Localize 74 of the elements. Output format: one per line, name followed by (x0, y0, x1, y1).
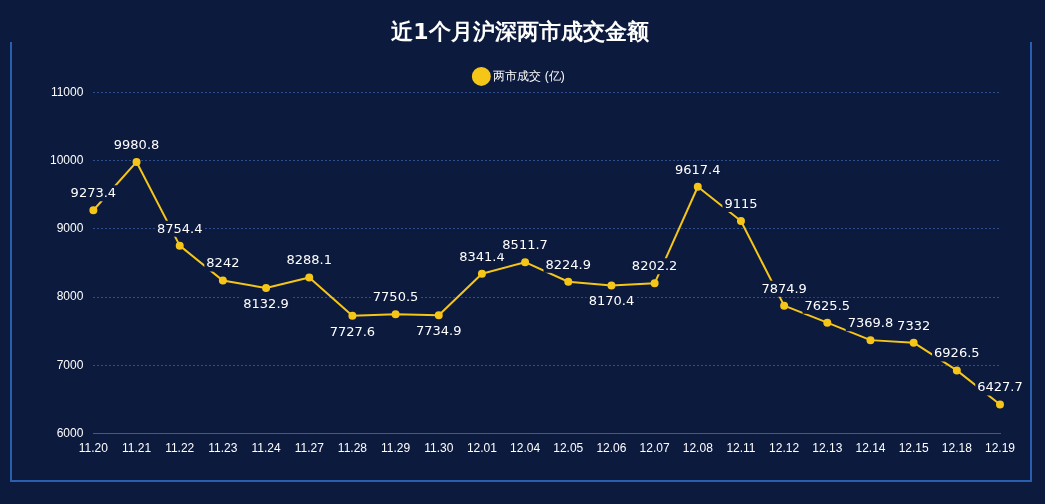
point (650, 279, 659, 288)
legend-label: 两市成交 (亿) (493, 68, 565, 83)
point (693, 182, 702, 191)
x-tick-label: 12.14 (855, 441, 886, 456)
point (521, 258, 530, 267)
x-tick-label: 11.24 (251, 441, 281, 456)
data-label: 6926.5 (934, 345, 980, 361)
y-tick-label: 9000 (56, 221, 84, 236)
point (909, 338, 918, 347)
data-label: 8341.4 (459, 248, 505, 264)
point (175, 241, 184, 250)
point (952, 366, 961, 375)
x-tick-label: 12.05 (553, 441, 584, 456)
data-label: 9980.8 (113, 136, 160, 152)
data-label: 7625.5 (804, 297, 851, 313)
point (348, 311, 357, 320)
x-tick-label: 12.12 (769, 441, 800, 456)
x-tick-label: 11.28 (337, 441, 368, 456)
point (434, 311, 443, 320)
y-tick-label: 8000 (56, 289, 84, 304)
point (89, 206, 98, 215)
x-tick-label: 11.22 (165, 441, 195, 456)
y-tick-label: 11000 (50, 84, 84, 99)
x-tick-label: 12.07 (639, 441, 670, 456)
x-tick-label: 12.11 (726, 441, 756, 456)
x-tick-label: 12.06 (596, 441, 627, 456)
point (218, 276, 227, 285)
x-tick-label: 11.20 (78, 441, 109, 456)
data-label: 7734.9 (416, 323, 462, 339)
x-tick-label: 12.01 (466, 441, 498, 456)
point (866, 336, 875, 345)
x-tick-label: 12.04 (510, 441, 541, 456)
point (780, 301, 789, 310)
y-tick-label: 7000 (56, 357, 84, 372)
data-label: 9617.4 (675, 161, 721, 177)
data-label: 7369.8 (847, 315, 894, 330)
data-label: 9273.4 (70, 185, 117, 201)
point (305, 273, 314, 282)
x-tick-label: 12.08 (682, 441, 714, 456)
point (262, 284, 271, 293)
x-tick-label: 12.18 (941, 441, 973, 456)
point (736, 217, 745, 226)
point (391, 310, 400, 319)
y-tick-label: 10000 (49, 152, 84, 167)
data-label: 7874.9 (761, 280, 807, 296)
data-label: 7332 (897, 317, 931, 333)
y-tick-label: 6000 (56, 425, 84, 440)
data-label: 8288.1 (286, 252, 332, 268)
data-label: 8242 (206, 255, 240, 271)
point (996, 400, 1004, 409)
data-label: 8132.9 (243, 295, 289, 311)
data-label: 9115 (724, 195, 758, 211)
data-label: 8754.4 (156, 220, 203, 236)
data-label: 7727.6 (329, 323, 376, 339)
x-tick-label: 11.27 (294, 441, 325, 456)
data-label: 8511.7 (502, 237, 548, 253)
x-tick-label: 11.21 (121, 441, 152, 456)
x-tick-label: 12.15 (898, 441, 929, 456)
point (823, 318, 832, 327)
x-tick-label: 12.13 (812, 441, 843, 456)
data-label: 8224.9 (545, 256, 592, 272)
point (607, 281, 616, 290)
chart-title: 近1个月沪深两市成交金额 (390, 18, 650, 44)
x-tick-label: 11.29 (381, 441, 411, 456)
x-tick-label: 11.23 (208, 441, 238, 456)
x-tick-label: 12.19 (984, 441, 1016, 456)
data-label: 8202.2 (631, 258, 678, 274)
point (477, 269, 486, 278)
data-label: 8170.4 (588, 293, 635, 309)
point (132, 157, 141, 166)
x-tick-label: 11.30 (424, 441, 454, 456)
point (564, 277, 573, 286)
data-label: 6427.7 (977, 379, 1023, 395)
data-label: 7750.5 (372, 289, 419, 305)
